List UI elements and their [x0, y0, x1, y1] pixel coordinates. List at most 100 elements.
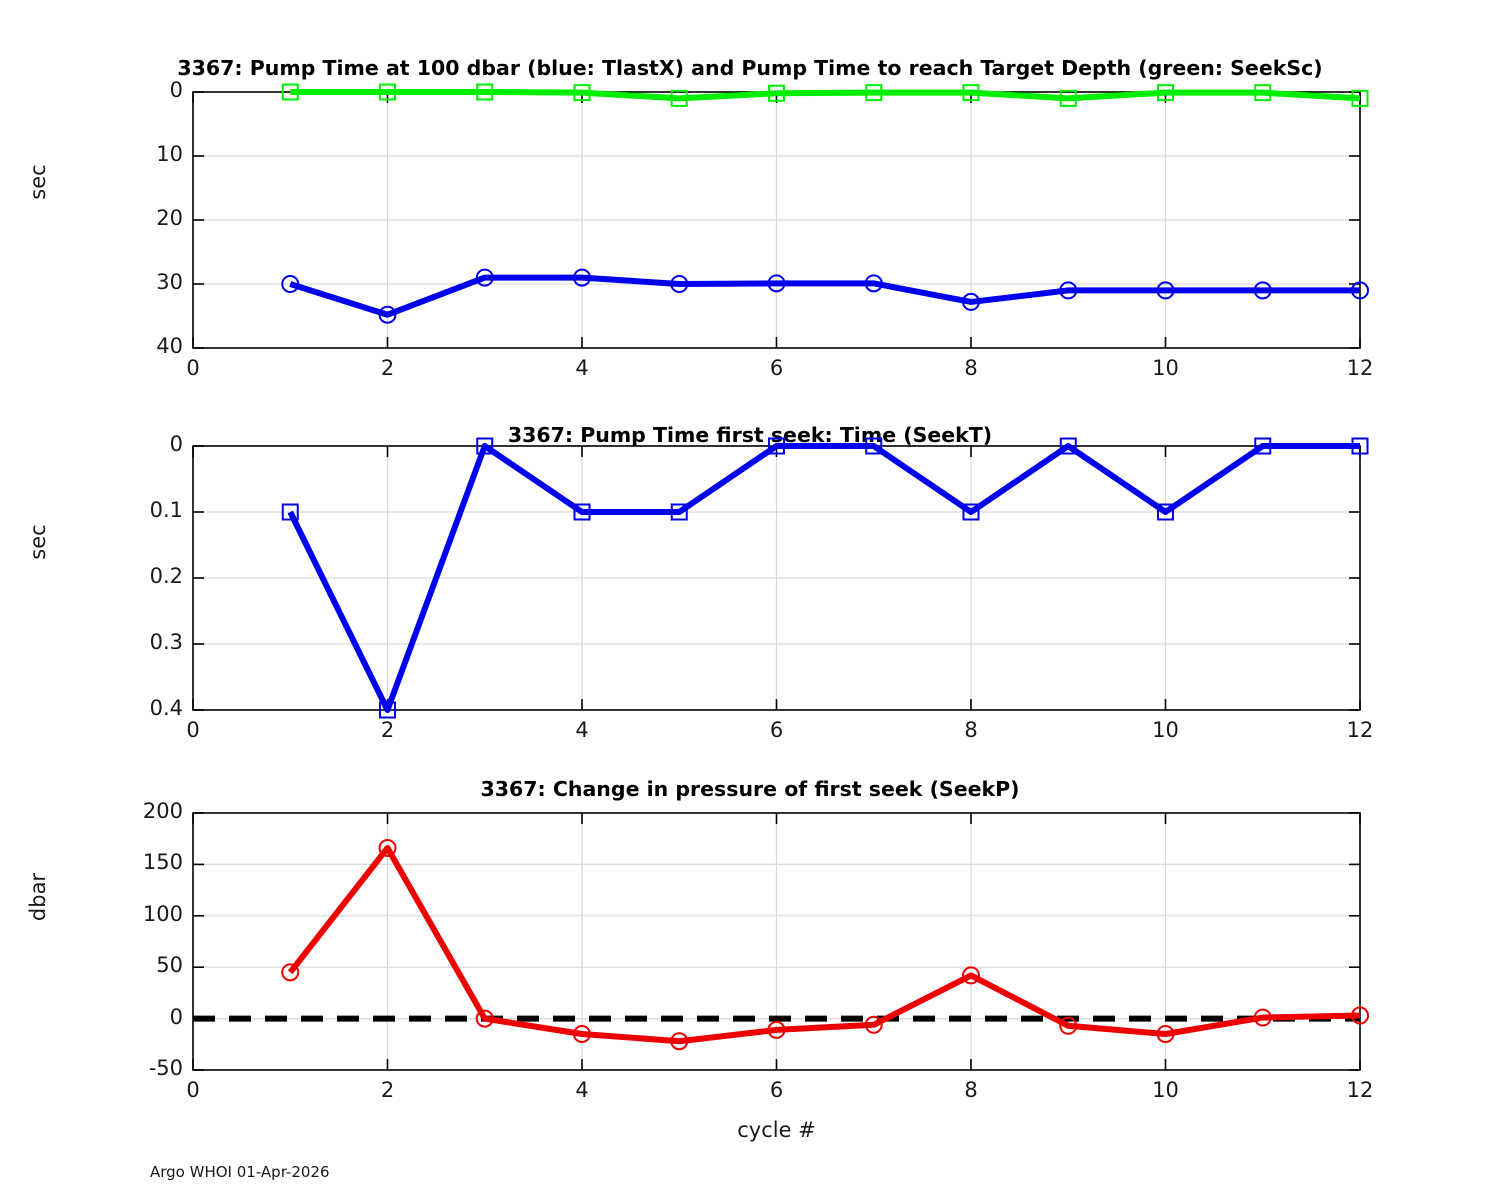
data-marker-tlastx	[1156, 281, 1175, 300]
x-tick-label: 4	[575, 1078, 589, 1102]
x-tick-label: 4	[575, 718, 589, 742]
data-marker-seekt	[1351, 437, 1369, 455]
y-tick-label: 40	[156, 334, 183, 358]
data-line-tlastx	[289, 274, 1360, 318]
panel-1-plot-area	[192, 83, 1369, 349]
x-tick-label: 0	[186, 1078, 200, 1102]
data-marker-seeksc	[379, 83, 396, 101]
panel-1-title: 3367: Pump Time at 100 dbar (blue: Tlast…	[177, 56, 1323, 80]
data-marker-tlastx	[962, 292, 980, 311]
data-marker-seeksc	[1059, 89, 1077, 107]
data-marker-tlastx	[767, 274, 786, 293]
x-tick-label: 12	[1346, 1078, 1374, 1102]
data-marker-seekt	[670, 503, 688, 521]
data-marker-seekt	[768, 437, 785, 455]
x-tick-label: 8	[964, 718, 978, 742]
data-marker-seekt	[476, 437, 494, 455]
x-tick-label: 6	[769, 1078, 784, 1102]
data-marker-tlastx	[378, 305, 397, 324]
data-line-seeksc	[290, 89, 1361, 102]
data-marker-tlastx	[1253, 281, 1272, 300]
data-marker-tlastx	[573, 268, 591, 287]
y-tick-label: 20	[156, 206, 183, 230]
x-tick-label: 2	[380, 356, 395, 380]
y-tick-label: 200	[142, 799, 183, 823]
y-tick-label: 0.1	[149, 498, 183, 522]
x-tick-label: 8	[964, 1078, 978, 1102]
y-tick-label: 0	[169, 432, 183, 456]
panel-3-plot-area	[192, 812, 1369, 1071]
data-marker-seekp	[475, 1009, 494, 1028]
data-marker-seekp	[281, 963, 300, 982]
panel-pump-time-100dbar: 3367: Pump Time at 100 dbar (blue: Tlast…	[0, 0, 1500, 390]
x-tick-label: 4	[575, 356, 589, 380]
data-marker-seekt	[1157, 503, 1174, 521]
data-marker-tlastx	[864, 274, 883, 293]
y-tick-label: 150	[142, 850, 183, 875]
x-tick-label: 10	[1152, 1078, 1179, 1102]
x-tick-label: 2	[380, 718, 395, 742]
data-marker-seekp	[573, 1025, 591, 1044]
data-marker-tlastx	[475, 268, 494, 287]
data-marker-seeksc	[281, 83, 299, 101]
y-tick-label: 30	[156, 270, 183, 294]
panel-2-y-axis-label: sec	[26, 524, 50, 560]
x-tick-label: 2	[380, 1078, 395, 1102]
y-tick-label: 0	[169, 78, 183, 102]
data-marker-seeksc	[1254, 84, 1272, 102]
data-marker-seekt	[865, 437, 883, 455]
data-marker-seekp	[1059, 1016, 1078, 1035]
y-tick-label: 100	[142, 901, 183, 926]
data-marker-seekp	[1156, 1025, 1175, 1044]
panel-change-in-pressure: 3367: Change in pressure of first seek (…	[0, 750, 1500, 1200]
data-marker-seekt	[1059, 437, 1077, 455]
data-marker-seekt	[1254, 437, 1272, 455]
y-tick-label: 10	[156, 142, 183, 166]
panel-3-title: 3367: Change in pressure of first seek (…	[480, 777, 1020, 801]
data-marker-seeksc	[573, 84, 591, 102]
data-marker-seekp	[767, 1020, 786, 1039]
data-marker-seekp	[962, 966, 980, 985]
data-marker-seeksc	[1351, 89, 1369, 107]
x-tick-label: 12	[1346, 356, 1374, 380]
data-marker-seeksc	[670, 89, 688, 107]
data-marker-seeksc	[865, 84, 883, 102]
data-marker-tlastx	[1351, 281, 1369, 300]
data-marker-tlastx	[1059, 281, 1078, 300]
panel-2-plot-area	[192, 437, 1369, 719]
panel-1-y-axis-label: sec	[26, 164, 50, 200]
data-line-seekt	[287, 443, 1360, 713]
data-marker-seeksc	[768, 84, 785, 102]
data-marker-tlastx	[281, 275, 300, 293]
data-marker-seekp	[670, 1032, 689, 1051]
x-tick-label: 12	[1346, 718, 1374, 742]
data-marker-seekp	[864, 1015, 883, 1034]
y-tick-label: 0	[169, 1004, 183, 1029]
x-tick-label: 0	[186, 356, 200, 380]
data-marker-seekt	[379, 701, 396, 719]
data-marker-seeksc	[476, 83, 494, 101]
data-line-seekp	[287, 844, 1361, 1045]
x-tick-label: 10	[1152, 356, 1179, 380]
data-marker-tlastx	[670, 275, 689, 293]
x-tick-label: 10	[1152, 718, 1179, 742]
data-marker-seekt	[573, 503, 591, 521]
y-tick-label: 0.2	[149, 564, 183, 588]
y-tick-label: 0.3	[149, 630, 183, 654]
x-tick-label: 8	[964, 356, 978, 380]
panel-pump-time-first-seek: 3367: Pump Time first seek: Time (SeekT)…	[0, 390, 1500, 750]
data-marker-seekp	[378, 838, 397, 857]
data-marker-seeksc	[1157, 84, 1174, 102]
x-tick-label: 0	[186, 718, 200, 742]
data-marker-seeksc	[962, 84, 980, 102]
x-tick-label: 6	[769, 718, 784, 742]
data-marker-seekp	[1253, 1008, 1272, 1027]
figure-footer: Argo WHOI 01-Apr-2026	[150, 1163, 330, 1181]
x-tick-label: 6	[769, 356, 784, 380]
y-tick-label: 50	[156, 953, 183, 978]
y-tick-label: 0.4	[149, 696, 183, 720]
panel-2-title: 3367: Pump Time first seek: Time (SeekT)	[507, 423, 993, 447]
data-marker-seekt	[962, 503, 980, 521]
data-marker-seekt	[281, 503, 299, 521]
